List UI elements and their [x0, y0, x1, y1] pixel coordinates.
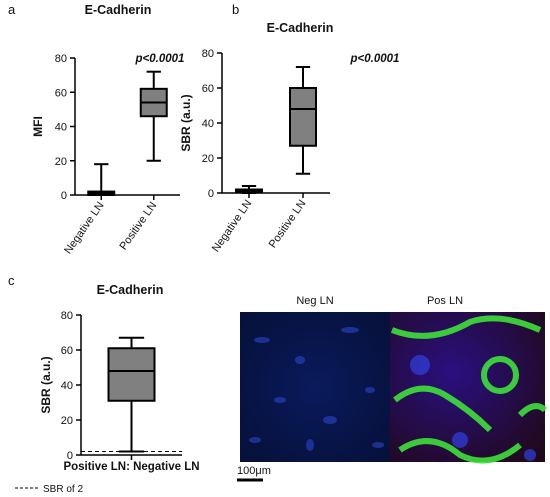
y-tick-label: 0: [61, 190, 67, 202]
y-tick-label: 0: [67, 450, 73, 462]
y-tick-label: 80: [61, 310, 73, 322]
micrograph-label: Neg LN: [296, 295, 333, 307]
panel-label: c: [8, 273, 15, 288]
micrograph-pos: [390, 312, 548, 464]
legend-label: SBR of 2: [43, 484, 83, 495]
y-tick-label: 20: [202, 153, 214, 165]
x-tick-label: Negative LN: [62, 200, 107, 257]
x-tick-label: Positive LN: Negative LN: [63, 461, 199, 473]
y-tick-label: 40: [61, 380, 73, 392]
y-tick-label: 40: [202, 118, 214, 130]
x-tick-label: Positive LN: [117, 200, 159, 253]
box: [107, 347, 156, 402]
p-value: p<0.0001: [350, 53, 400, 65]
y-tick-label: 0: [208, 188, 214, 200]
y-tick-label: 40: [55, 122, 67, 134]
micrograph-neg: [240, 312, 390, 462]
y-tick-label: 80: [55, 53, 67, 65]
x-tick-label: Negative LN: [210, 198, 255, 255]
y-tick-label: 60: [202, 83, 214, 95]
box: [289, 87, 317, 147]
chart-title: E-Cadherin: [267, 21, 334, 35]
chart-title: E-Cadherin: [97, 283, 164, 297]
x-tick-label: Positive LN: [267, 198, 309, 251]
micrograph-label: Pos LN: [427, 295, 463, 307]
y-axis-label: MFI: [31, 116, 45, 137]
panel-label: b: [232, 2, 239, 17]
y-tick-label: 20: [61, 415, 73, 427]
y-axis-label: SBR (a.u.): [39, 356, 53, 413]
y-tick-label: 20: [55, 156, 67, 168]
scale-bar-label: 100μm: [237, 465, 271, 477]
chart-title: E-Cadherin: [85, 3, 152, 17]
y-tick-label: 60: [61, 345, 73, 357]
p-value: p<0.0001: [135, 53, 185, 65]
y-tick-label: 60: [55, 87, 67, 99]
panel-label: a: [8, 2, 16, 17]
y-tick-label: 80: [202, 48, 214, 60]
y-axis-label: SBR (a.u.): [179, 94, 193, 151]
